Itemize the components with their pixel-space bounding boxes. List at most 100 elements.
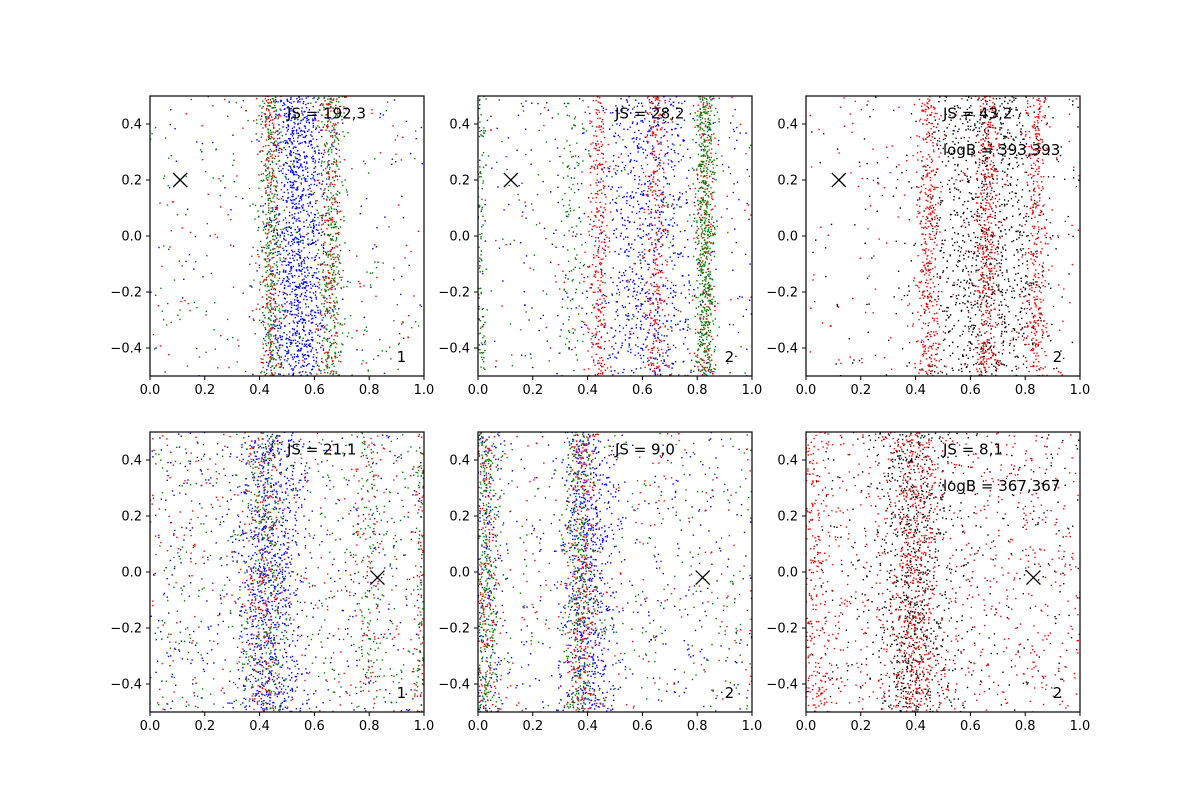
point (641, 287, 643, 290)
point (152, 333, 155, 336)
point (484, 343, 486, 346)
point (276, 208, 278, 211)
point (675, 284, 677, 287)
point (274, 320, 277, 322)
point (314, 315, 316, 317)
point (672, 238, 674, 240)
point (258, 264, 261, 266)
point (720, 216, 723, 218)
point (275, 150, 278, 152)
point (652, 292, 654, 295)
point (311, 332, 313, 334)
point (313, 359, 315, 362)
point (292, 195, 294, 198)
point (554, 138, 556, 140)
point (328, 301, 330, 304)
point (296, 161, 298, 164)
point (285, 127, 288, 129)
point (702, 269, 704, 271)
y-tick-label: 0.2 (121, 174, 142, 189)
point (301, 312, 303, 315)
point (571, 127, 573, 129)
point (351, 374, 353, 376)
point (309, 345, 311, 348)
point (320, 162, 323, 164)
point (679, 144, 681, 146)
point (700, 145, 702, 148)
point (641, 191, 643, 193)
point (308, 320, 310, 322)
point (571, 298, 573, 300)
point (654, 136, 657, 138)
point (705, 373, 707, 376)
point (690, 359, 693, 361)
point (664, 110, 666, 113)
point (696, 115, 698, 117)
point (667, 224, 670, 226)
point (325, 129, 327, 131)
point (287, 277, 289, 279)
point (320, 234, 322, 237)
point (624, 219, 626, 222)
point (659, 271, 662, 273)
point (228, 101, 230, 103)
point (384, 216, 386, 218)
point (334, 277, 336, 279)
point (532, 366, 534, 369)
point (596, 255, 598, 257)
point (333, 226, 336, 228)
point (314, 331, 317, 333)
point (336, 175, 338, 177)
point (337, 322, 339, 324)
point (284, 258, 286, 260)
point (649, 324, 652, 327)
point (600, 178, 602, 180)
point (704, 213, 706, 216)
point (286, 130, 289, 132)
point (290, 200, 293, 202)
point (160, 287, 162, 290)
point (640, 146, 642, 148)
point (295, 342, 297, 344)
point (150, 138, 152, 140)
point (718, 121, 720, 123)
point (325, 172, 328, 174)
point (688, 280, 690, 282)
point (609, 356, 611, 359)
point (255, 262, 257, 264)
point (600, 214, 603, 217)
point (305, 97, 307, 99)
point (327, 185, 330, 188)
point (615, 110, 617, 112)
point (313, 147, 316, 149)
point (329, 199, 331, 201)
point (338, 149, 341, 151)
point (284, 142, 287, 144)
point (645, 314, 647, 316)
point (735, 355, 737, 357)
point (735, 241, 737, 244)
point (287, 358, 289, 360)
point (201, 151, 203, 153)
point (622, 224, 624, 226)
point (659, 353, 661, 356)
point (319, 284, 321, 286)
point (282, 279, 284, 282)
point (626, 315, 628, 317)
point (653, 189, 655, 192)
point (642, 257, 644, 259)
point (330, 227, 333, 229)
point (329, 185, 331, 187)
point (603, 185, 606, 188)
point (479, 159, 481, 161)
point (273, 335, 275, 337)
point (304, 110, 306, 113)
x-tick-label: 0.8 (359, 383, 380, 398)
point (266, 269, 268, 272)
point (278, 198, 280, 201)
point (709, 203, 711, 206)
point (341, 332, 344, 334)
point (617, 165, 620, 168)
point (479, 233, 481, 236)
point (651, 148, 654, 150)
